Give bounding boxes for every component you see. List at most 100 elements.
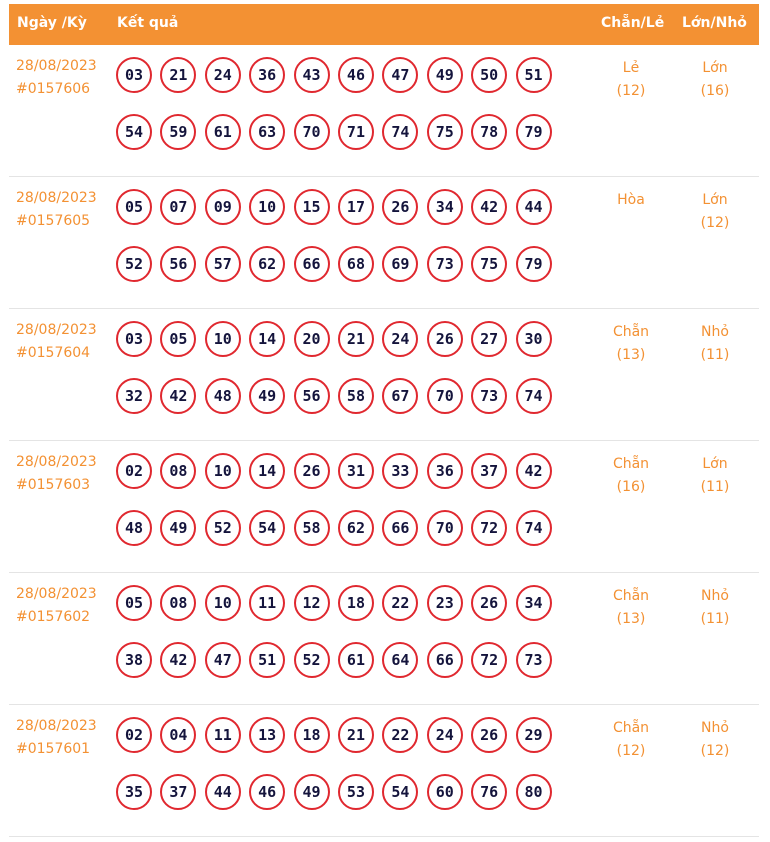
number-ball: 12 <box>293 585 330 621</box>
number-ball: 61 <box>337 642 374 678</box>
big-small-result: Nhỏ (12) <box>685 717 745 763</box>
draw-number: #0157603 <box>16 477 91 493</box>
even-odd-label: Chẵn <box>612 588 650 604</box>
number-ball: 31 <box>337 453 374 489</box>
number-ball: 46 <box>249 774 286 810</box>
number-ball: 33 <box>382 453 419 489</box>
even-odd-count: (16) <box>616 479 646 495</box>
number-ball: 72 <box>471 510 508 546</box>
number-balls: 03 05 10 14 20 21 24 26 27 30 32 42 48 49 56 58 67 70 73 74 <box>116 321 556 414</box>
number-ball: 43 <box>293 57 330 93</box>
even-odd-label: Hòa <box>617 192 645 208</box>
big-small-count: (11) <box>700 611 730 627</box>
number-ball: 48 <box>204 378 241 414</box>
table-body: 28/08/2023 #0157606 03 21 24 36 43 46 47 49 50 51 54… <box>9 45 759 837</box>
draw-date: 28/08/2023 <box>16 322 97 338</box>
number-ball: 73 <box>471 378 508 414</box>
even-odd-label: Chẵn <box>612 324 650 340</box>
big-small-label: Nhỏ <box>701 588 729 604</box>
number-ball: 24 <box>204 57 241 93</box>
number-ball: 68 <box>337 246 374 282</box>
number-ball: 22 <box>382 585 419 621</box>
draw-date: 28/08/2023 <box>16 58 97 74</box>
big-small-result: Lớn (12) <box>685 189 745 235</box>
number-ball: 73 <box>426 246 463 282</box>
number-ball: 69 <box>382 246 419 282</box>
number-ball: 36 <box>249 57 286 93</box>
even-odd-count: (12) <box>616 83 646 99</box>
number-ball: 37 <box>160 774 197 810</box>
number-ball: 24 <box>382 321 419 357</box>
number-ball: 46 <box>337 57 374 93</box>
big-small-count: (11) <box>700 479 730 495</box>
number-ball: 10 <box>204 453 241 489</box>
number-ball: 26 <box>382 189 419 225</box>
number-ball: 21 <box>160 57 197 93</box>
number-ball: 03 <box>116 57 152 93</box>
number-ball: 49 <box>160 510 197 546</box>
number-ball: 34 <box>515 585 552 621</box>
draw-date: 28/08/2023 <box>16 718 97 734</box>
table-header: Ngày /Kỳ Kết quả Chẵn/Lẻ Lớn/Nhỏ <box>9 4 759 45</box>
big-small-result: Lớn (11) <box>685 453 745 499</box>
number-ball: 26 <box>293 453 330 489</box>
number-ball: 34 <box>426 189 463 225</box>
number-ball: 26 <box>426 321 463 357</box>
table-row: 28/08/2023 #0157604 03 05 10 14 20 21 24 26 27 30 32… <box>9 309 759 441</box>
number-ball: 49 <box>293 774 330 810</box>
number-ball: 64 <box>382 642 419 678</box>
number-ball: 47 <box>382 57 419 93</box>
number-ball: 78 <box>471 114 508 150</box>
number-ball: 15 <box>293 189 330 225</box>
number-ball: 10 <box>249 189 286 225</box>
number-ball: 58 <box>293 510 330 546</box>
number-ball: 71 <box>337 114 374 150</box>
draw-number: #0157605 <box>16 213 91 229</box>
number-ball: 58 <box>337 378 374 414</box>
number-ball: 30 <box>515 321 552 357</box>
number-ball: 50 <box>471 57 508 93</box>
number-ball: 59 <box>160 114 197 150</box>
number-ball: 26 <box>471 717 508 753</box>
number-ball: 10 <box>204 585 241 621</box>
even-odd-result: Chẵn (16) <box>601 453 661 499</box>
big-small-label: Nhỏ <box>701 720 729 736</box>
number-balls: 02 04 11 13 18 21 22 24 26 29 35 37 44 46 49 53 54 60 76 80 <box>116 717 556 810</box>
even-odd-count: (13) <box>616 611 646 627</box>
number-ball: 54 <box>116 114 152 150</box>
big-small-count: (12) <box>700 743 730 759</box>
even-odd-result: Hòa <box>601 189 661 212</box>
number-ball: 48 <box>116 510 152 546</box>
number-ball: 23 <box>426 585 463 621</box>
number-ball: 49 <box>249 378 286 414</box>
big-small-count: (12) <box>700 215 730 231</box>
number-ball: 17 <box>337 189 374 225</box>
number-ball: 66 <box>382 510 419 546</box>
header-even-odd: Chẵn/Lẻ <box>601 15 665 31</box>
number-ball: 10 <box>204 321 241 357</box>
header-date: Ngày /Kỳ <box>17 15 87 31</box>
number-ball: 29 <box>515 717 552 753</box>
number-ball: 73 <box>515 642 552 678</box>
even-odd-count: (12) <box>616 743 646 759</box>
big-small-result: Nhỏ (11) <box>685 585 745 631</box>
header-big-small: Lớn/Nhỏ <box>682 15 747 31</box>
number-ball: 66 <box>293 246 330 282</box>
number-ball: 11 <box>204 717 241 753</box>
number-ball: 75 <box>426 114 463 150</box>
draw-number: #0157601 <box>16 741 91 757</box>
number-ball: 18 <box>337 585 374 621</box>
number-ball: 62 <box>337 510 374 546</box>
number-ball: 76 <box>471 774 508 810</box>
number-ball: 57 <box>204 246 241 282</box>
number-balls: 05 07 09 10 15 17 26 34 42 44 52 56 57 62 66 68 69 73 75 79 <box>116 189 556 282</box>
table-row: 28/08/2023 #0157606 03 21 24 36 43 46 47 49 50 51 54… <box>9 45 759 177</box>
draw-date: 28/08/2023 <box>16 586 97 602</box>
big-small-count: (16) <box>700 83 730 99</box>
number-ball: 18 <box>293 717 330 753</box>
number-ball: 79 <box>515 246 552 282</box>
table-row: 28/08/2023 #0157605 05 07 09 10 15 17 26 34 42 44 52… <box>9 177 759 309</box>
number-ball: 47 <box>204 642 241 678</box>
draw-number: #0157606 <box>16 81 91 97</box>
even-odd-result: Chẵn (13) <box>601 321 661 367</box>
